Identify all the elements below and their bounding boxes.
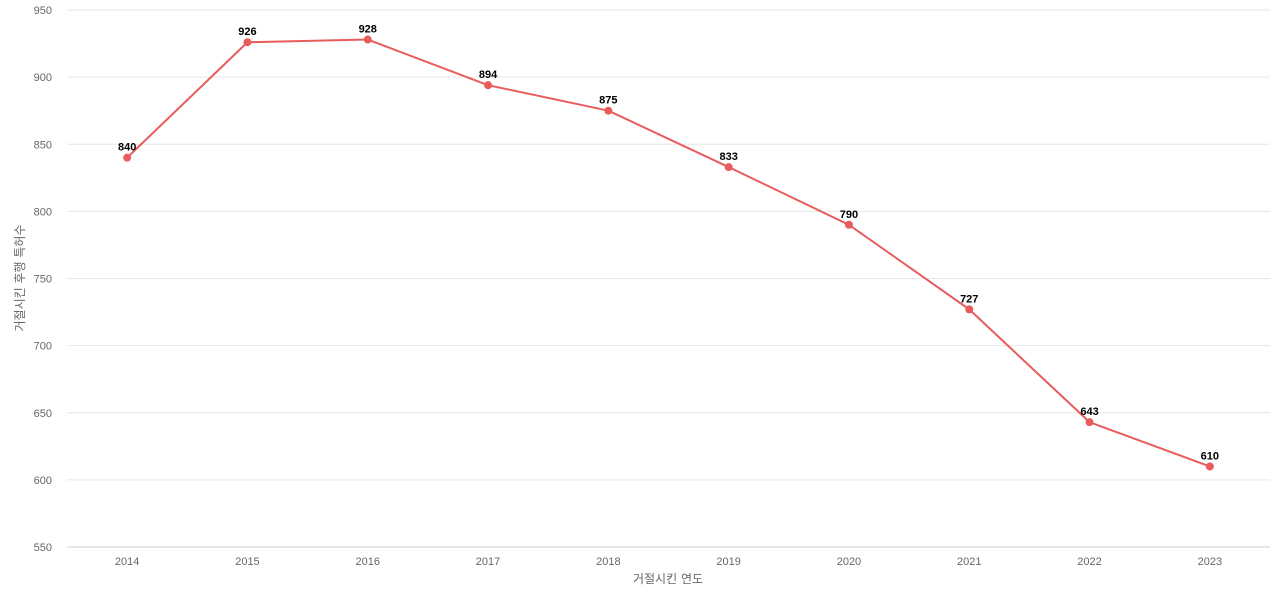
data-point[interactable] [1205,462,1214,471]
data-point[interactable] [724,163,733,172]
data-point[interactable] [965,305,974,314]
data-point[interactable] [604,106,613,115]
y-tick-label: 700 [34,341,52,353]
data-labels: 840 926 928 894 875 833 790 727 643 610 [118,24,1219,463]
x-tick-label: 2015 [235,556,259,568]
grid-lines [67,9,1270,548]
x-tick-label: 2021 [957,556,981,568]
x-axis-ticks: 2014 2015 2016 2017 2018 2019 2020 2021 2022 2023 [115,556,1222,568]
x-tick-label: 2014 [115,556,139,568]
series-layer [123,35,1214,471]
data-label: 790 [840,209,858,221]
data-point[interactable] [243,38,252,47]
y-axis-title: 거절시킨 후행 특허수 [12,225,27,332]
x-tick-label: 2017 [476,556,500,568]
y-tick-label: 650 [34,408,52,420]
x-axis-title: 거절시킨 연도 [633,572,703,586]
data-point[interactable] [844,220,853,229]
y-tick-label: 600 [34,475,52,487]
y-tick-label: 800 [34,206,52,218]
x-tick-label: 2018 [596,556,620,568]
data-label: 610 [1201,450,1219,462]
data-label: 928 [359,24,377,36]
y-tick-label: 850 [34,139,52,151]
y-tick-label: 750 [34,274,52,286]
data-label: 875 [599,95,617,107]
data-point[interactable] [1085,418,1094,427]
data-point[interactable] [484,81,493,90]
data-label: 926 [238,26,256,38]
data-label: 894 [479,69,498,81]
y-tick-label: 900 [34,72,52,84]
x-tick-label: 2016 [356,556,380,568]
x-tick-label: 2022 [1077,556,1101,568]
x-tick-label: 2020 [837,556,861,568]
data-label: 643 [1080,406,1098,418]
y-tick-label: 550 [34,542,52,554]
data-label: 727 [960,293,978,305]
data-point[interactable] [123,153,132,162]
data-point[interactable] [363,35,372,44]
y-tick-label: 950 [34,5,52,17]
series-line [126,38,1211,468]
x-tick-label: 2023 [1198,556,1222,568]
data-label: 833 [719,151,737,163]
y-axis-ticks: 550 600 650 700 750 800 850 900 950 [34,5,52,554]
x-tick-label: 2019 [716,556,740,568]
data-label: 840 [118,142,136,154]
